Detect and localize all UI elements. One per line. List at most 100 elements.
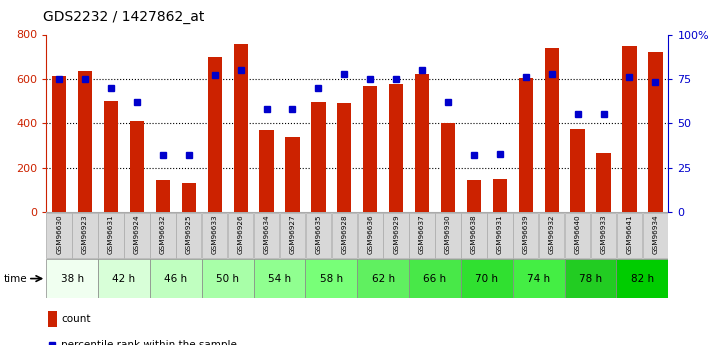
- Bar: [156, 180, 170, 212]
- Bar: [461, 213, 486, 258]
- Bar: [306, 213, 331, 258]
- Bar: [306, 259, 357, 298]
- Bar: [48, 310, 57, 327]
- Bar: [467, 180, 481, 212]
- Bar: [202, 213, 228, 258]
- Bar: [130, 121, 144, 212]
- Text: GSM96933: GSM96933: [601, 215, 606, 254]
- Text: 50 h: 50 h: [216, 274, 239, 284]
- Bar: [208, 57, 222, 212]
- Text: GSM96631: GSM96631: [108, 215, 114, 254]
- Bar: [518, 78, 533, 212]
- Bar: [597, 153, 611, 212]
- Bar: [616, 213, 642, 258]
- Bar: [104, 101, 118, 212]
- Bar: [279, 213, 305, 258]
- Bar: [389, 85, 403, 212]
- Bar: [461, 259, 513, 298]
- Bar: [46, 213, 72, 258]
- Bar: [73, 213, 98, 258]
- Bar: [52, 76, 66, 212]
- Text: GSM96924: GSM96924: [134, 215, 140, 254]
- Bar: [98, 213, 124, 258]
- Text: GSM96640: GSM96640: [574, 215, 581, 254]
- Bar: [337, 104, 351, 212]
- Bar: [46, 259, 98, 298]
- Bar: [539, 213, 565, 258]
- Bar: [78, 71, 92, 212]
- Text: GSM96635: GSM96635: [316, 215, 321, 254]
- Text: GSM96931: GSM96931: [497, 215, 503, 254]
- Text: GSM96632: GSM96632: [160, 215, 166, 254]
- Bar: [233, 45, 247, 212]
- Bar: [487, 213, 513, 258]
- Bar: [493, 179, 507, 212]
- Text: GDS2232 / 1427862_at: GDS2232 / 1427862_at: [43, 10, 204, 24]
- Text: GSM96634: GSM96634: [264, 215, 269, 254]
- Text: GSM96932: GSM96932: [549, 215, 555, 254]
- Text: 58 h: 58 h: [320, 274, 343, 284]
- Bar: [441, 124, 455, 212]
- Text: GSM96630: GSM96630: [56, 215, 62, 254]
- Bar: [513, 213, 538, 258]
- Text: GSM96928: GSM96928: [341, 215, 347, 254]
- Text: GSM96923: GSM96923: [82, 215, 88, 254]
- Bar: [415, 75, 429, 212]
- Text: 42 h: 42 h: [112, 274, 136, 284]
- Bar: [383, 213, 409, 258]
- Bar: [176, 213, 201, 258]
- Bar: [150, 213, 176, 258]
- Bar: [202, 259, 254, 298]
- Bar: [357, 259, 409, 298]
- Text: GSM96633: GSM96633: [212, 215, 218, 254]
- Text: 38 h: 38 h: [60, 274, 84, 284]
- Bar: [311, 102, 326, 212]
- Bar: [254, 259, 306, 298]
- Bar: [643, 213, 668, 258]
- Bar: [409, 259, 461, 298]
- Text: GSM96641: GSM96641: [626, 215, 633, 254]
- Bar: [622, 46, 636, 212]
- Text: time: time: [4, 274, 27, 284]
- Bar: [410, 213, 435, 258]
- Bar: [565, 213, 590, 258]
- Bar: [363, 86, 378, 212]
- Bar: [260, 130, 274, 212]
- Text: GSM96930: GSM96930: [445, 215, 451, 254]
- Text: GSM96925: GSM96925: [186, 215, 192, 254]
- Text: percentile rank within the sample: percentile rank within the sample: [61, 340, 237, 345]
- Bar: [591, 213, 616, 258]
- Bar: [565, 259, 616, 298]
- Text: 46 h: 46 h: [164, 274, 188, 284]
- Bar: [124, 213, 149, 258]
- Text: 66 h: 66 h: [424, 274, 447, 284]
- Text: GSM96638: GSM96638: [471, 215, 477, 254]
- Text: 54 h: 54 h: [268, 274, 291, 284]
- Bar: [570, 129, 584, 212]
- Text: GSM96637: GSM96637: [419, 215, 425, 254]
- Bar: [181, 183, 196, 212]
- Text: 70 h: 70 h: [476, 274, 498, 284]
- Text: GSM96934: GSM96934: [653, 215, 658, 254]
- Text: count: count: [61, 314, 90, 324]
- Bar: [435, 213, 461, 258]
- Text: GSM96636: GSM96636: [368, 215, 373, 254]
- Bar: [254, 213, 279, 258]
- Bar: [228, 213, 253, 258]
- Text: 78 h: 78 h: [579, 274, 602, 284]
- Bar: [513, 259, 565, 298]
- Text: GSM96927: GSM96927: [289, 215, 296, 254]
- Text: GSM96639: GSM96639: [523, 215, 529, 254]
- Bar: [616, 259, 668, 298]
- Text: 74 h: 74 h: [527, 274, 550, 284]
- Text: GSM96929: GSM96929: [393, 215, 399, 254]
- Bar: [285, 137, 299, 212]
- Bar: [150, 259, 202, 298]
- Text: GSM96926: GSM96926: [237, 215, 244, 254]
- Text: 82 h: 82 h: [631, 274, 654, 284]
- Bar: [545, 48, 559, 212]
- Bar: [331, 213, 357, 258]
- Bar: [648, 52, 663, 212]
- Bar: [98, 259, 150, 298]
- Bar: [358, 213, 383, 258]
